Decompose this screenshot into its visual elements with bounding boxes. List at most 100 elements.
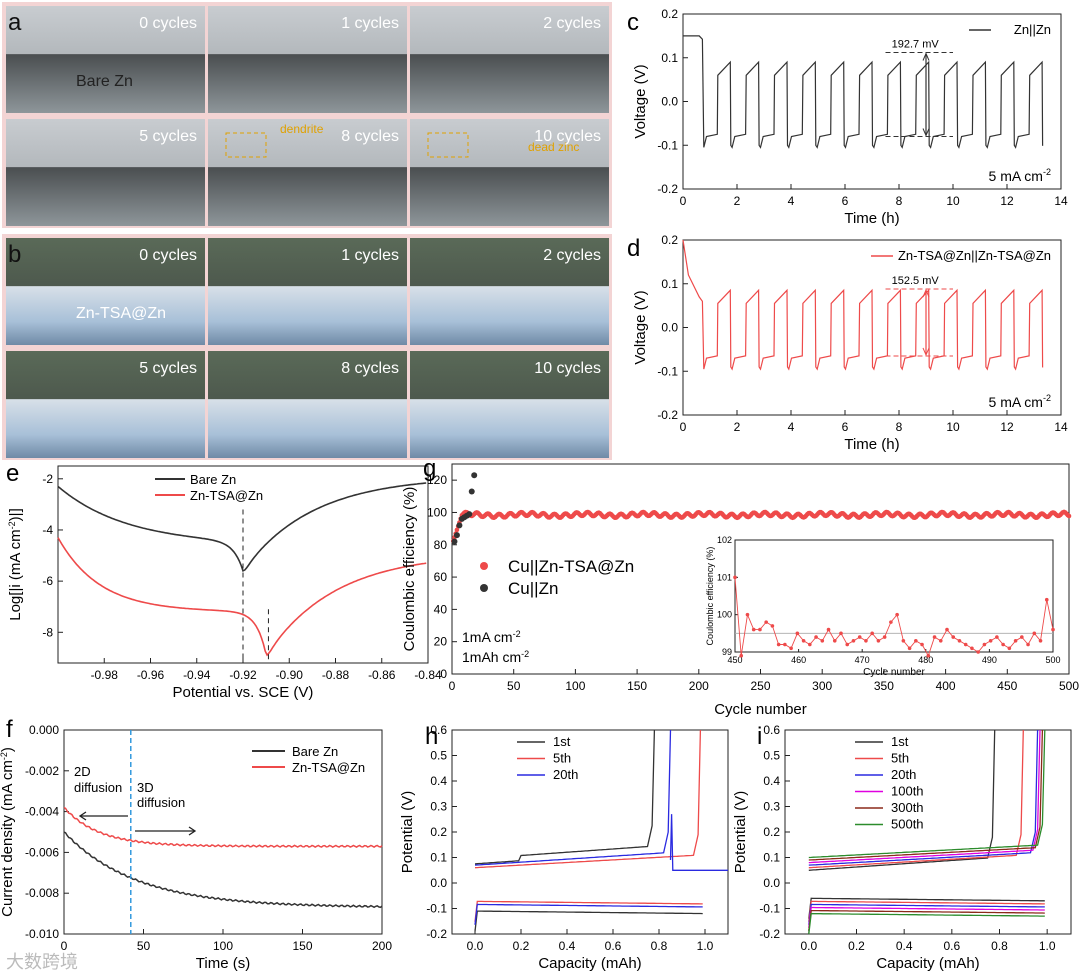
photo-electrode <box>208 399 407 458</box>
arrow-head-up <box>922 52 930 61</box>
inset-point <box>776 642 781 647</box>
panel-a: 0 cycles Bare Zn 1 cycles 2 cycles 5 cycles 8… <box>2 2 612 228</box>
inset-point <box>1032 631 1037 636</box>
photo-electrode <box>410 286 609 345</box>
inset-point <box>951 635 956 639</box>
y-tick-label: -8 <box>42 625 53 639</box>
y-tick-label: 0.4 <box>430 774 447 788</box>
x-axis-label: Potential vs. SCE (V) <box>173 684 314 701</box>
y-tick-label: -6 <box>42 574 53 588</box>
x-tick-label: 350 <box>874 679 894 693</box>
legend-label: 20th <box>891 767 916 782</box>
y-tick-label: -0.2 <box>759 927 780 941</box>
ce-point-bare <box>471 472 478 479</box>
ce-point-bare <box>456 522 463 529</box>
y-tick-label: 80 <box>434 538 448 552</box>
inset-point <box>839 631 843 636</box>
inset-point <box>895 612 899 617</box>
series-c <box>683 35 1044 149</box>
x-tick-label: 0.6 <box>943 939 960 953</box>
x-tick-label: 300 <box>812 679 832 693</box>
legend-label: 300th <box>891 800 924 815</box>
x-tick-label: 12 <box>1000 420 1014 434</box>
y-tick-label: -0.1 <box>657 138 678 152</box>
spike-20th <box>669 814 728 871</box>
x-tick-label: 0.0 <box>800 939 817 953</box>
x-tick-label: 0.8 <box>991 939 1008 953</box>
y-tick-label: 0 <box>440 667 447 681</box>
current-density-label: 5 mA cm-2 <box>989 393 1051 410</box>
panel-label: i <box>757 723 762 750</box>
panel-label: b <box>8 241 21 268</box>
inset-point <box>957 639 962 643</box>
x-tick-label: 2 <box>734 194 741 208</box>
x-tick-label: -0.84 <box>414 668 442 682</box>
annotation-box <box>427 132 469 158</box>
tile-caption: 1 cycles <box>341 15 399 32</box>
inset-point <box>870 631 874 636</box>
x-axis-label: Time (s) <box>196 955 250 972</box>
x-tick-label: 1.0 <box>1039 939 1056 953</box>
x-tick-label: 8 <box>896 194 903 208</box>
annotation-2d-diffusion: diffusion <box>74 780 122 795</box>
photo-electrode <box>6 167 205 226</box>
photo-tile: 8 cycles dendrite <box>208 119 407 226</box>
inset-point <box>1001 642 1005 647</box>
panel-label: g <box>423 455 436 482</box>
y-tick-label: -0.008 <box>25 886 59 900</box>
discharge-curve-300th <box>808 909 1045 931</box>
condition-label: 1mAh cm-2 <box>462 649 529 665</box>
panel-b: 0 cycles Zn-TSA@Zn 1 cycles 2 cycles 5 cycle… <box>2 234 612 460</box>
y-tick-label: -0.004 <box>25 805 59 819</box>
inset-point <box>820 639 825 643</box>
ce-point-tsa <box>454 527 460 533</box>
photo-electrode <box>208 54 407 113</box>
x-tick-label: 6 <box>842 420 849 434</box>
inset-point <box>770 624 775 628</box>
x-tick-label: 50 <box>507 679 521 693</box>
photo-tile: 10 cycles <box>410 351 609 458</box>
inset-x-label: Cycle number <box>863 667 925 678</box>
chart-i: 0.0 0.2 0.4 0.6 0.8 1.0 -0.2 -0.1 0.0 0.1 0.2 0.3 0.… <box>732 723 1072 972</box>
x-tick-label: 50 <box>137 939 151 953</box>
y-tick-label: 0.2 <box>763 825 780 839</box>
inset-point <box>970 646 974 651</box>
x-tick-label: 0 <box>449 679 456 693</box>
inset-y-label: Coulombic efficiency (%) <box>705 547 715 646</box>
charge-curve-300th <box>808 729 1044 861</box>
tile-caption: 10 cycles <box>534 128 601 145</box>
legend-label: 20th <box>553 767 578 782</box>
legend-label: 1st <box>553 734 571 749</box>
inset-point <box>851 639 856 643</box>
arrow-3d <box>135 826 197 836</box>
inset-x-tick-label: 460 <box>791 655 806 665</box>
annotation-3d-diffusion: diffusion <box>137 795 185 810</box>
photo-panels: 0 cycles Bare Zn 1 cycles 2 cycles 5 cycles 8… <box>2 2 612 460</box>
y-tick-label: 0.1 <box>661 51 678 65</box>
legend-label: Zn-TSA@Zn <box>190 488 263 503</box>
tile-caption: 10 cycles <box>534 360 601 377</box>
chart-h: 0.0 0.2 0.4 0.6 0.8 1.0 -0.2 -0.1 0.0 0.1 0.2 0.3 0.… <box>399 723 729 972</box>
photo-tile: 2 cycles <box>410 238 609 345</box>
tile-caption: 0 cycles <box>139 247 197 264</box>
x-axis-label: Capacity (mAh) <box>538 955 641 972</box>
ce-point-bare <box>468 488 475 495</box>
discharge-curve-20th <box>808 903 1045 925</box>
x-tick-label: -0.94 <box>183 668 211 682</box>
y-tick-label: -0.006 <box>25 845 59 859</box>
tile-caption: 8 cycles <box>341 128 399 145</box>
x-axis-label: Time (h) <box>844 210 899 227</box>
panel-label: d <box>627 235 640 262</box>
y-axis-label: Potential (V) <box>732 791 749 874</box>
panel-label: c <box>627 9 639 36</box>
tile-caption: 1 cycles <box>341 247 399 264</box>
x-tick-label: 100 <box>213 939 233 953</box>
arrow-head-down <box>922 347 930 357</box>
legend-label: 5th <box>553 751 571 766</box>
x-tick-label: 14 <box>1054 420 1068 434</box>
inset-point <box>876 639 881 643</box>
y-tick-label: 0.2 <box>430 825 447 839</box>
discharge-curve-500th <box>808 912 1045 935</box>
x-tick-label: 10 <box>946 420 960 434</box>
